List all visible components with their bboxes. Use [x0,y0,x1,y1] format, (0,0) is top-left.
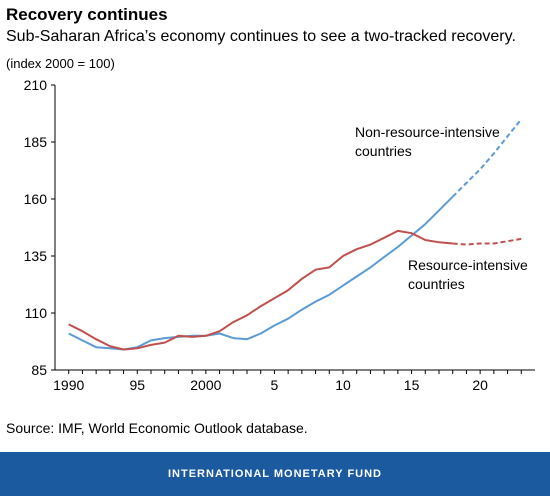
y-tick-label: 185 [24,134,48,150]
chart-title: Recovery continues [6,5,168,24]
x-tick-label: 15 [404,377,420,393]
y-tick-label: 110 [25,305,48,321]
resource-series-label: Resource-intensive [408,257,528,273]
y-tick-label: 135 [24,248,48,264]
resource-series-label: countries [408,276,465,292]
resource-series-projection [452,237,522,246]
chart-axes: 85 110 135 160 185 210 1990 95 2000 5 10 15 20 [24,77,535,393]
y-tick-label: 85 [31,362,47,378]
non-resource-series-label: Non-resource-intensive [355,124,500,140]
non-resource-series-line [68,195,454,351]
line-chart: 85 110 135 160 185 210 1990 95 2000 5 10 15 20 Non-r… [24,77,535,393]
non-resource-series-label: countries [355,143,412,159]
y-tick-label: 210 [24,77,48,93]
imf-footer-banner: INTERNATIONAL MONETARY FUND [0,452,550,496]
x-tick-label: 95 [129,377,145,393]
x-tick-label: 10 [335,377,351,393]
y-tick-label: 160 [24,191,48,207]
source-note: Source: IMF, World Economic Outlook data… [6,420,308,436]
chart-series-labels: Non-resource-intensive countries Resource-… [355,124,528,292]
x-tick-label: 20 [472,377,488,393]
non-resource-series-projection [451,118,523,198]
x-tick-label: 5 [271,377,279,393]
chart-subtitle: Sub-Saharan Africa’s economy continues t… [6,28,516,45]
x-tick-label: 1990 [53,377,84,393]
resource-series-line [68,229,453,351]
chart-lines [68,118,523,351]
x-tick-label: 2000 [190,377,221,393]
units-label: (index 2000 = 100) [6,56,115,71]
